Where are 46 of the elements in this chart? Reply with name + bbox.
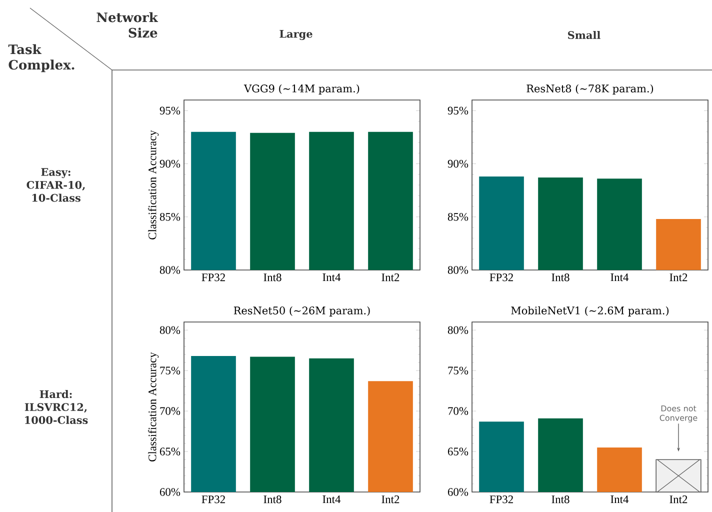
y-tick-label: 90% [448, 160, 468, 168]
x-tick-label: Int4 [322, 274, 341, 282]
y-tick-label: 85% [160, 212, 180, 221]
x-tick-label: Int2 [382, 274, 400, 282]
y-tick-label: 90% [160, 160, 180, 168]
text: Task Complex. [8, 44, 74, 72]
y-tick-label: 85% [448, 212, 468, 221]
x-tick-label: Int8 [264, 496, 282, 504]
x-tick-label: Int8 [264, 274, 282, 282]
y-tick-label: 60% [448, 488, 468, 496]
y-tick-label: 80% [160, 266, 180, 274]
y-tick-label: 80% [448, 266, 468, 274]
y-tick-label: 65% [448, 448, 468, 456]
x-tick-label: Int8 [552, 274, 570, 282]
x-tick-label: FP32 [490, 274, 513, 282]
text: Easy: CIFAR-10, 10-Class [26, 168, 85, 202]
chart-title: VGG9 (∼14M param.) [244, 84, 360, 94]
y-axis-title: Classification Accuracy [148, 352, 159, 462]
x-tick-label: FP32 [202, 496, 225, 504]
x-tick-label: Int2 [382, 496, 400, 504]
x-tick-label: Int4 [610, 496, 629, 504]
text: Hard: ILSVRC12, 1000-Class [24, 390, 88, 424]
y-tick-label: 70% [160, 407, 180, 415]
y-axis-title: Classification Accuracy [148, 130, 159, 240]
y-tick-label: 95% [160, 106, 180, 115]
text: Large [280, 30, 312, 40]
x-tick-label: FP32 [490, 496, 513, 504]
x-tick-label: Int8 [552, 496, 570, 504]
y-tick-label: 75% [448, 366, 468, 374]
y-tick-label: 75% [160, 366, 180, 374]
x-tick-label: Int2 [670, 274, 688, 282]
text: Network Size [96, 12, 158, 38]
y-tick-label: 80% [160, 326, 180, 334]
y-tick-label: 65% [160, 448, 180, 456]
y-tick-label: 70% [448, 407, 468, 415]
x-tick-label: Int4 [322, 496, 341, 504]
chart-title: MobileNetV1 (∼2.6M param.) [511, 306, 669, 316]
chart-title: ResNet50 (∼26M param.) [234, 306, 370, 316]
y-tick-label: 60% [160, 488, 180, 496]
text: Small [568, 30, 600, 40]
x-tick-label: Int4 [610, 274, 629, 282]
x-tick-label: FP32 [202, 274, 225, 282]
x-tick-label: Int2 [670, 496, 688, 504]
chart-title: ResNet8 (∼78K param.) [526, 84, 654, 94]
y-tick-label: 80% [448, 326, 468, 334]
y-tick-label: 95% [448, 106, 468, 115]
